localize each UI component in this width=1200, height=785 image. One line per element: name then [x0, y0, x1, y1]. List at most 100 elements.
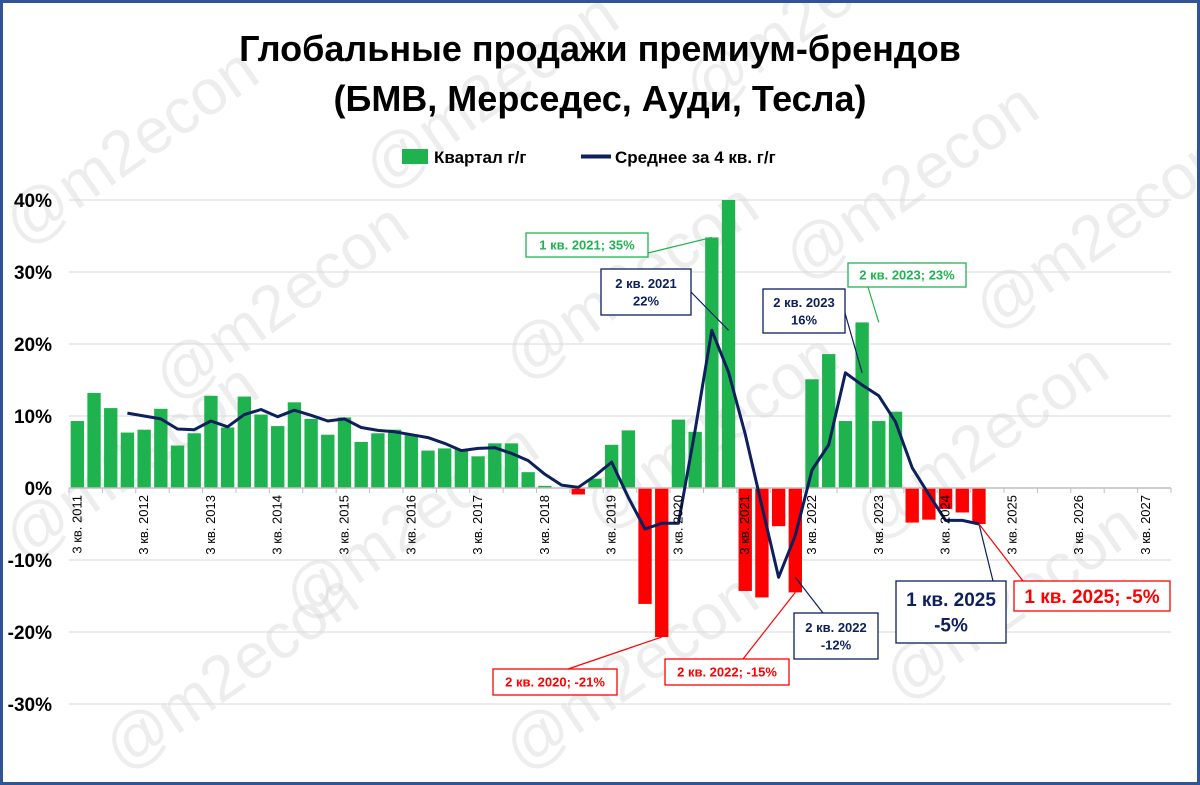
legend-label-average: Среднее за 4 кв. г/г: [615, 148, 776, 167]
annotation-text: -5%: [934, 616, 968, 637]
x-tick-label: 3 кв. 2023: [871, 495, 886, 555]
watermark-text: @m2econ: [3, 33, 271, 260]
annotation-text: 1 кв. 2025; -5%: [1024, 587, 1159, 608]
bar: [204, 395, 218, 488]
y-tick-label: 0%: [25, 479, 53, 500]
bar: [638, 488, 652, 604]
y-tick-label: 30%: [14, 263, 52, 284]
annotation-leader: [867, 286, 880, 323]
bar: [855, 322, 869, 488]
bar: [137, 429, 151, 488]
y-tick-label: 40%: [14, 191, 52, 212]
annotation-box: [847, 262, 967, 288]
watermark-text: @m2econ: [90, 558, 371, 782]
y-tick-label: 10%: [14, 407, 52, 428]
bar: [321, 434, 335, 488]
annotations: 1 кв. 2021; 35% 2 кв. 2021 22% 2 кв. 2023 16…: [492, 232, 1171, 696]
bar: [220, 427, 235, 488]
x-tick-label: 3 кв. 2025: [1004, 495, 1019, 555]
x-tick-label: 3 кв. 2026: [1071, 495, 1086, 555]
legend-bar-swatch: [402, 149, 428, 164]
bar: [120, 432, 135, 488]
annotation-callout: 1 кв. 2025; -5%: [978, 523, 1171, 612]
annotation-callout: 1 кв. 2021; 35%: [525, 232, 712, 258]
legend: Квартал г/г Среднее за 4 кв. г/г: [402, 148, 776, 167]
bar: [304, 418, 318, 488]
y-tick-label: -30%: [8, 695, 52, 716]
bar: [488, 443, 502, 488]
annotation-callout: 2 кв. 2021 22%: [600, 268, 729, 331]
bar: [621, 430, 636, 488]
bar: [905, 488, 919, 523]
bar: [337, 417, 352, 488]
y-tick-label: -10%: [8, 551, 52, 572]
bar: [655, 488, 669, 638]
bar: [237, 396, 251, 488]
bar: [170, 445, 185, 488]
annotation-leader: [978, 523, 1024, 582]
annotation-callout: 2 кв. 2023; 23%: [847, 262, 967, 323]
bar: [254, 414, 268, 488]
bar: [738, 488, 752, 591]
x-tick-label: 3 кв. 2020: [670, 495, 685, 555]
annotation-box: [762, 288, 846, 334]
watermark-layer: @m2econ @m2econ @m2econ@m2econ@m2econ@m2ec…: [3, 3, 1197, 782]
annotation-leader: [690, 291, 729, 331]
x-tick-label: 3 кв. 2011: [69, 495, 84, 554]
x-tick-label: 3 кв. 2018: [537, 495, 552, 555]
y-axis-ticks: 40% 30% 20% 10% 0% -10% -20% -30%: [8, 191, 52, 716]
annotation-text: 2 кв. 2020; -21%: [505, 675, 605, 690]
bar: [538, 485, 552, 488]
bar: [771, 488, 786, 527]
annotation-leader: [844, 312, 863, 373]
bar: [387, 429, 402, 488]
annotation-text: 1 кв. 2025: [906, 590, 996, 611]
bar: [87, 392, 101, 488]
annotation-callout: 2 кв. 2022 -12%: [793, 576, 879, 660]
annotation-leader: [794, 576, 824, 614]
bar: [822, 354, 836, 488]
bar: [421, 450, 435, 488]
bar: [938, 488, 953, 509]
bar: [454, 449, 469, 488]
x-tick-label: 3 кв. 2024: [938, 495, 953, 555]
annotation-callout: 2 кв. 2022; -15%: [664, 592, 796, 686]
bar: [154, 408, 168, 488]
bar: [838, 421, 853, 488]
chart-canvas: @m2econ @m2econ @m2econ@m2econ@m2econ@m2ec…: [3, 3, 1197, 782]
bar: [187, 433, 201, 488]
x-tick-label: 3 кв. 2013: [203, 495, 218, 555]
annotation-text: -12%: [821, 637, 852, 652]
x-axis-ticks: 3 кв. 2011 3 кв. 2012 3 кв. 2013 3 кв. 2014…: [69, 495, 1153, 555]
bar: [721, 200, 736, 488]
x-tick-label: 3 кв. 2017: [470, 495, 485, 555]
annotation-box: [525, 232, 649, 258]
annotation-callout: 2 кв. 2023 16%: [762, 288, 863, 373]
bar: [70, 421, 85, 488]
y-tick-label: -20%: [8, 623, 52, 644]
average-line: [127, 328, 980, 579]
annotation-box: [600, 268, 692, 316]
x-tick-label: 3 кв. 2019: [604, 495, 619, 555]
annotation-callout: 1 кв. 2025 -5%: [895, 523, 1007, 644]
line-series: [127, 328, 980, 579]
bar: [872, 421, 886, 488]
y-tick-label: 20%: [14, 335, 52, 356]
annotation-leader: [742, 592, 796, 660]
bar: [521, 472, 535, 488]
bar: [788, 488, 802, 593]
bar: [287, 402, 302, 488]
gridlines: [69, 199, 1171, 705]
annotation-leader: [978, 523, 994, 582]
x-tick-label: 3 кв. 2014: [270, 495, 285, 555]
bar-series: [70, 200, 986, 638]
annotation-box: [664, 658, 790, 686]
legend-label-quarter: Квартал г/г: [434, 148, 526, 167]
bar: [671, 419, 686, 488]
bar: [588, 478, 602, 488]
bar: [271, 426, 285, 488]
bar: [438, 448, 452, 488]
annotation-box: [1013, 580, 1171, 612]
bar: [471, 456, 485, 488]
